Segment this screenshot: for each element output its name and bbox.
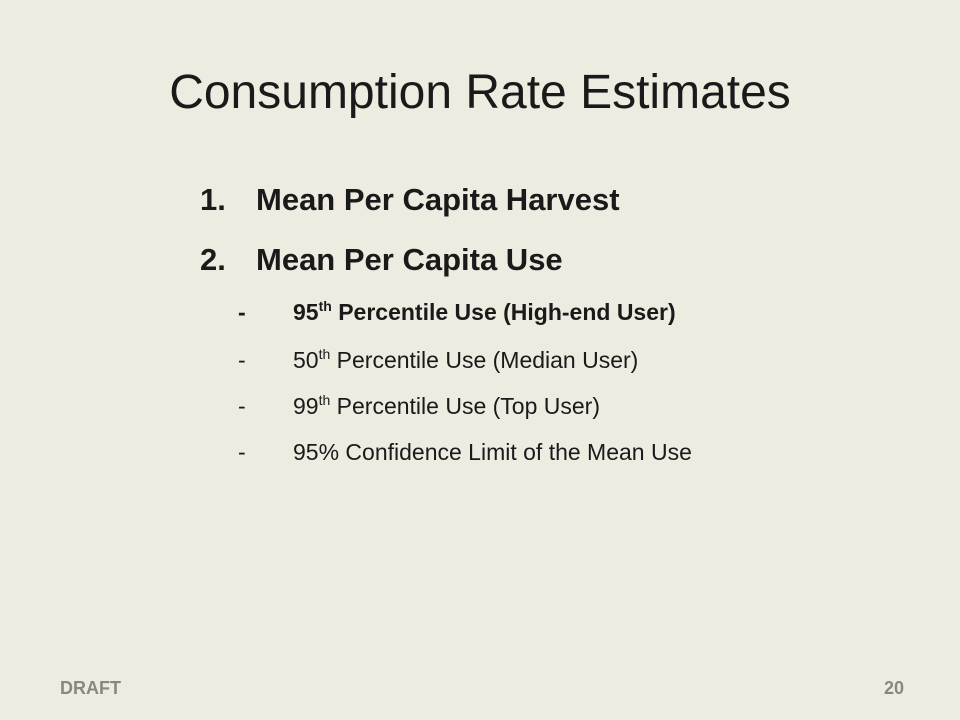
- bullet-dash: -: [238, 347, 246, 373]
- list-item-text: Mean Per Capita Harvest: [256, 182, 620, 217]
- draft-label: DRAFT: [60, 678, 121, 698]
- sub-item-ordinal: th: [318, 346, 331, 362]
- sub-item-ordinal: th: [318, 298, 332, 314]
- list-marker: 1.: [200, 182, 226, 217]
- bullet-dash: -: [238, 299, 246, 325]
- page-number: 20: [883, 678, 904, 698]
- sub-item-text: Percentile Use (Median User): [330, 347, 639, 373]
- sub-item-number: 99: [293, 393, 319, 419]
- sub-item-text: Percentile Use (Top User): [330, 393, 600, 419]
- slide-title: Consumption Rate Estimates: [169, 66, 791, 119]
- sub-item-number: 50: [293, 347, 319, 373]
- sub-item-number: 95% Confidence Limit of the Mean Use: [293, 439, 692, 465]
- list-marker: 2.: [200, 242, 226, 277]
- bullet-dash: -: [238, 439, 246, 465]
- bullet-dash: -: [238, 393, 246, 419]
- list-item-text: Mean Per Capita Use: [256, 242, 563, 277]
- sub-item-text: Percentile Use (High-end User): [331, 299, 676, 325]
- sub-item-number: 95: [293, 299, 319, 325]
- sub-item-ordinal: th: [318, 392, 331, 408]
